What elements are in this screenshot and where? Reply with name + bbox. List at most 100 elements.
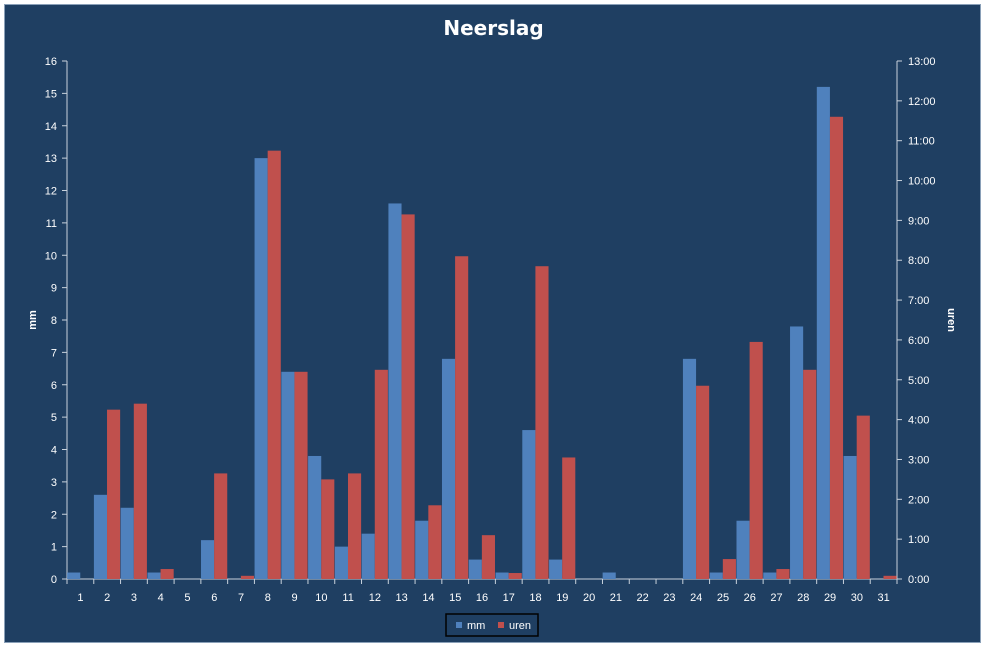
bar-mm [281,371,295,579]
bar-mm [441,358,456,579]
x-tick-label: 11 [342,592,353,604]
bar-uren [347,473,362,579]
bars-layer [67,86,897,580]
bar-uren [535,266,549,579]
bar-uren [883,575,897,579]
bar-mm [790,326,804,579]
x-tick-label: 17 [503,592,515,604]
bar-uren [428,505,442,579]
x-tick-label: 8 [265,592,271,604]
y-tick-label-right: 0:00 [908,574,929,586]
y-tick-label-left: 8 [51,315,57,327]
bar-uren [240,575,255,579]
bar-uren [321,479,335,579]
y-tick-label-right: 1:00 [908,534,929,546]
x-tick-label: 20 [583,592,595,604]
x-tick-label: 24 [690,592,702,604]
bar-uren [481,535,495,579]
x-tick-label: 6 [211,592,217,604]
bar-uren [401,214,415,579]
x-tick-label: 5 [184,592,190,604]
y-tick-label-right: 13:00 [908,56,936,68]
y-tick-label-right: 3:00 [908,454,929,466]
bar-uren [160,569,174,579]
y-tick-label-left: 1 [51,542,57,554]
x-tick-label: 14 [422,592,434,604]
y-tick-label-right: 10:00 [908,176,936,188]
y-tick-label-left: 14 [45,121,57,133]
bar-mm [682,358,697,579]
x-tick-label: 10 [315,592,327,604]
bar-mm [415,520,429,579]
x-tick-label: 16 [476,592,488,604]
x-tick-label: 12 [369,592,381,604]
chart-title: Neerslag [443,16,544,40]
bar-mm [709,572,723,579]
bar-mm [388,203,402,579]
bar-mm [201,540,215,579]
x-tick-label: 3 [131,592,137,604]
bar-uren [374,369,388,579]
bar-mm [736,520,750,579]
y-tick-label-left: 12 [45,186,57,198]
bar-mm [522,430,536,579]
bar-mm [843,455,857,579]
x-tick-label: 1 [77,592,83,604]
bar-uren [294,371,308,579]
bar-mm [67,572,81,579]
bar-uren [562,457,576,579]
y-tick-label-left: 2 [51,509,57,521]
bar-mm [120,507,134,579]
labels-layer: 0123456789101112131415160:001:002:003:00… [27,56,957,604]
bar-mm [549,559,563,579]
y-tick-label-left: 16 [45,56,57,68]
x-tick-label: 27 [770,592,782,604]
x-tick-label: 30 [851,592,863,604]
x-tick-label: 29 [824,592,836,604]
y-tick-label-right: 5:00 [908,375,929,387]
bar-uren [508,573,522,579]
legend-box [445,613,539,637]
x-tick-label: 4 [158,592,164,604]
legend-swatch-mm [456,622,462,628]
bar-mm [468,559,482,579]
y-tick-label-left: 4 [51,445,57,457]
bar-uren [696,385,710,579]
y-axis-title-right: uren [945,308,957,332]
bar-uren [722,559,736,579]
bar-mm [602,572,616,579]
x-tick-label: 22 [637,592,649,604]
y-tick-label-right: 8:00 [908,255,929,267]
x-tick-label: 28 [797,592,809,604]
y-tick-label-right: 4:00 [908,415,929,427]
y-tick-label-right: 2:00 [908,494,929,506]
bar-uren [856,415,870,579]
legend-label-uren: uren [509,620,531,632]
x-tick-label: 2 [104,592,110,604]
axes-layer [62,60,902,584]
bar-mm [93,494,108,579]
y-tick-label-right: 7:00 [908,295,929,307]
bar-uren [133,403,147,579]
bar-uren [829,116,844,580]
bar-mm [147,572,161,579]
y-tick-label-left: 9 [51,283,57,295]
y-axis-title-left: mm [27,310,39,330]
x-tick-label: 21 [610,592,622,604]
bar-mm [254,158,268,579]
y-tick-label-left: 10 [45,250,57,262]
bar-uren [267,150,281,579]
bar-mm [308,455,322,579]
y-tick-label-right: 9:00 [908,215,929,227]
bar-uren [776,569,790,579]
x-tick-label: 23 [663,592,675,604]
bar-mm [763,572,777,579]
x-tick-label: 25 [717,592,729,604]
x-tick-label: 9 [292,592,298,604]
bar-uren [803,369,817,579]
y-tick-label-left: 15 [45,88,57,100]
bar-uren [214,473,228,579]
y-tick-label-left: 11 [46,218,57,230]
y-tick-label-left: 13 [45,153,57,165]
